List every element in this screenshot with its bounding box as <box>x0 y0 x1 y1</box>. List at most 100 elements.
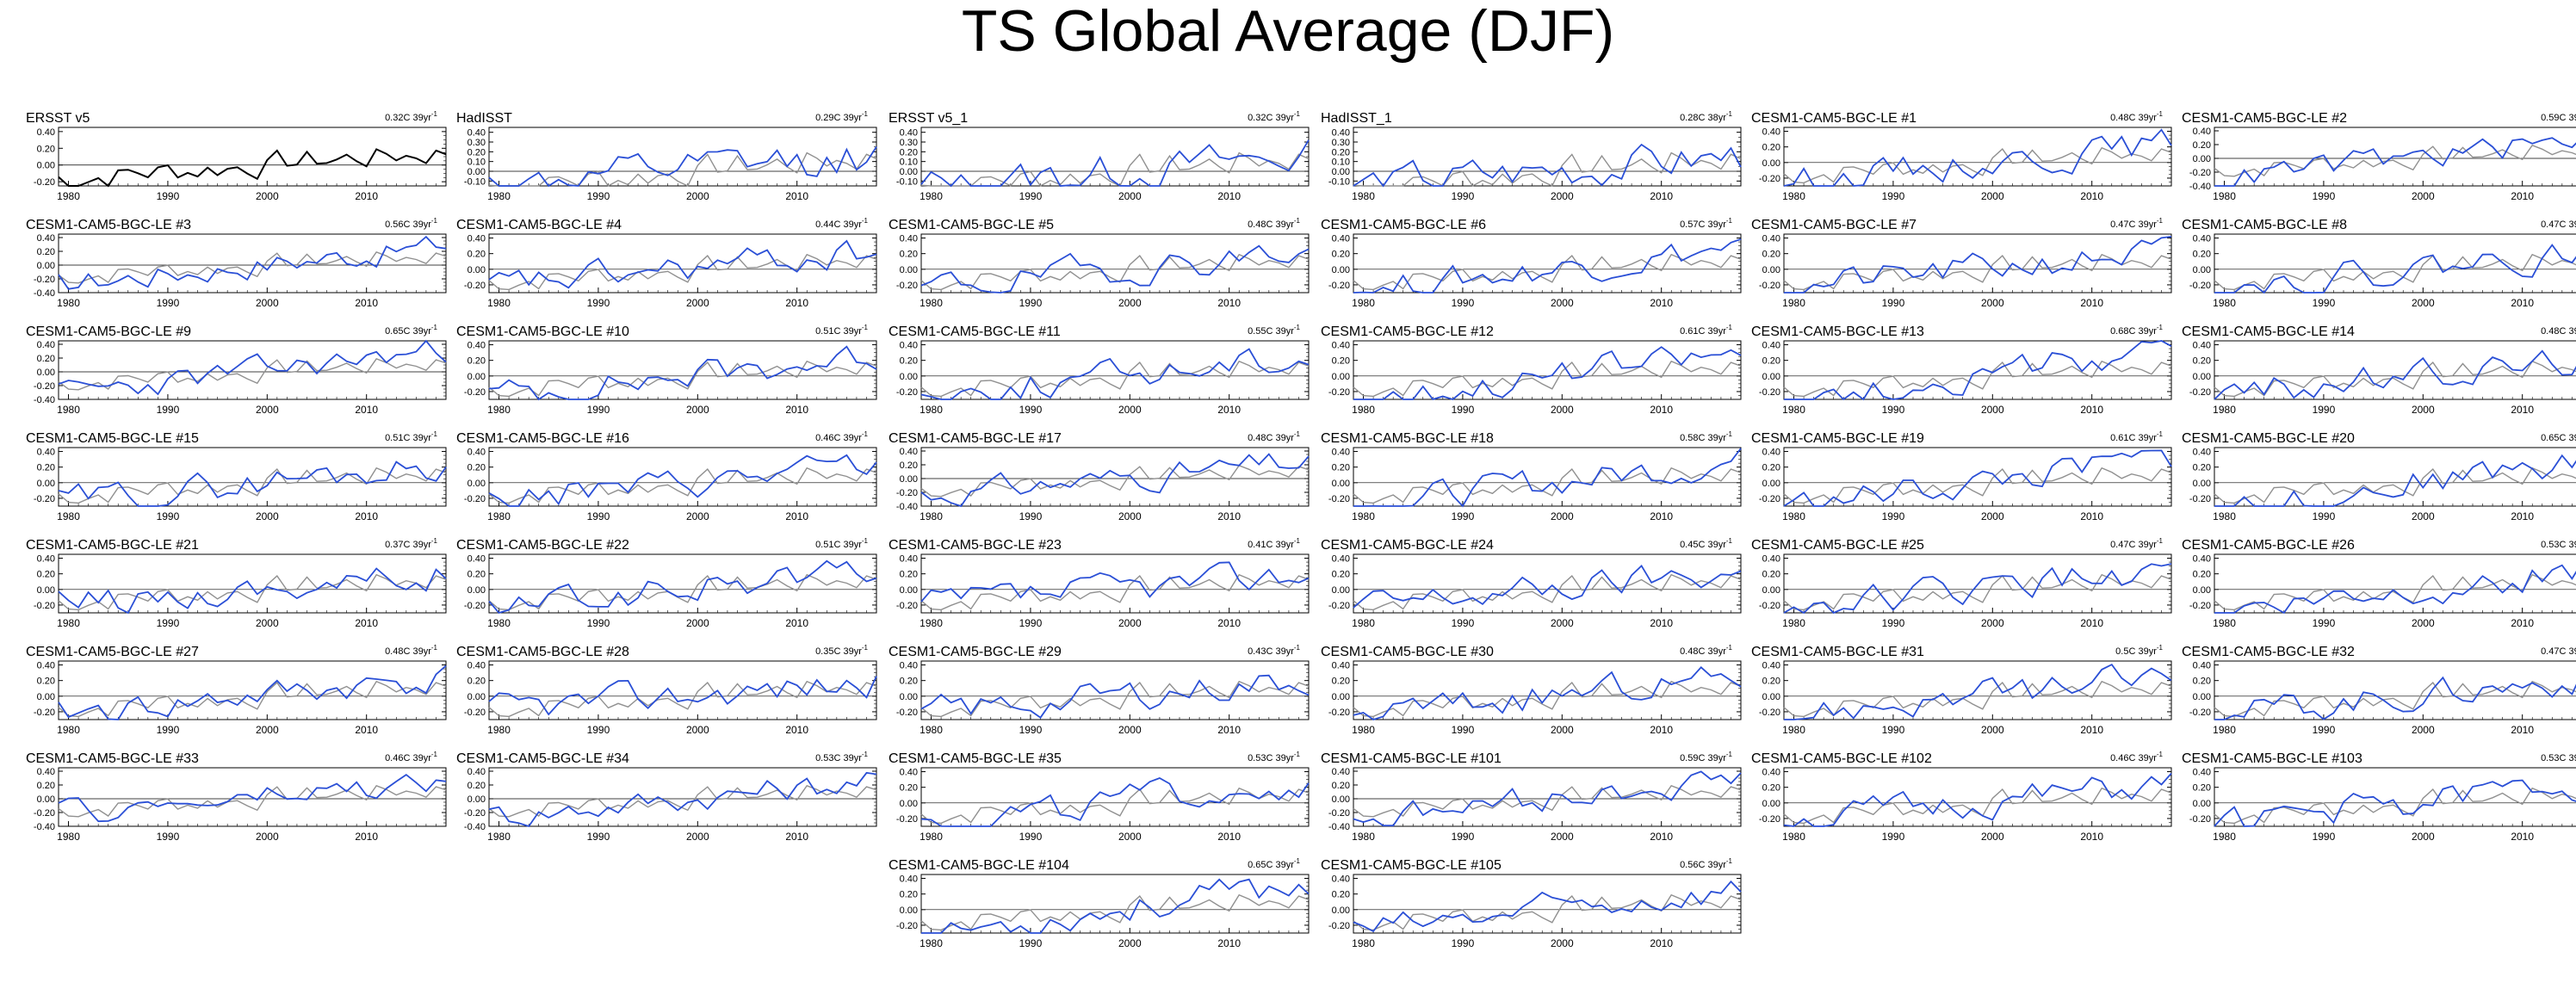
y-tick-label: 0.40 <box>468 234 486 244</box>
y-tick-label: 0.00 <box>900 167 918 177</box>
x-tick-label: 2000 <box>2412 510 2435 522</box>
x-tick-label: 2010 <box>2511 831 2534 843</box>
y-tick-label: 0.40 <box>2193 554 2211 565</box>
panel-trend: 0.48C 39yr-1 <box>2110 110 2163 123</box>
panel-title: CESM1-CAM5-BGC-LE #15 <box>26 431 199 446</box>
panel-24: CESM1-CAM5-BGC-LE #21 0.37C 39yr-1 0.40 0.2… <box>26 537 447 629</box>
panel-trend: 0.53C 39yr-1 <box>2541 537 2576 550</box>
obs-series-line <box>920 573 1310 611</box>
y-tick-label: 0.00 <box>1332 372 1350 382</box>
panel-title: CESM1-CAM5-BGC-LE #101 <box>1321 751 1502 766</box>
panel-40: CESM1-CAM5-BGC-LE #102 0.46C 39yr-1 0.40 0.… <box>1751 751 2172 843</box>
x-tick-label: 2010 <box>355 831 378 843</box>
y-tick-label: 0.00 <box>2193 372 2211 382</box>
obs-series-line <box>488 680 877 718</box>
y-tick-label: 0.40 <box>2193 234 2211 244</box>
y-tick-label: 0.00 <box>1762 585 1780 596</box>
x-tick-label: 1980 <box>2213 404 2236 416</box>
model-series-line <box>1353 448 1742 508</box>
y-tick-label: 0.40 <box>37 767 55 777</box>
x-tick-label: 1990 <box>1019 510 1043 522</box>
y-tick-label: -0.20 <box>464 281 486 291</box>
panel-14: CESM1-CAM5-BGC-LE #11 0.55C 39yr-1 0.40 0.2… <box>889 324 1310 416</box>
panel-trend: 0.57C 39yr-1 <box>1680 217 1732 230</box>
y-tick-label: 0.20 <box>1762 783 1780 794</box>
y-tick-label: 0.20 <box>37 247 55 257</box>
panel-11: CESM1-CAM5-BGC-LE #8 0.47C 39yr-1 0.40 0.20… <box>2182 218 2576 309</box>
y-tick-label: 0.10 <box>900 158 918 168</box>
obs-series-line <box>488 467 877 504</box>
x-tick-label: 2000 <box>686 831 709 843</box>
panel-trend: 0.68C 39yr-1 <box>2110 324 2163 337</box>
x-tick-label: 1990 <box>1019 404 1043 416</box>
obs-series-line <box>1353 151 1742 187</box>
x-tick-label: 2010 <box>1650 297 1673 309</box>
model-series-line <box>1353 770 1742 827</box>
panel-title: CESM1-CAM5-BGC-LE #8 <box>2182 218 2347 232</box>
obs-series-line <box>2214 360 2576 398</box>
x-tick-label: 2010 <box>785 190 808 202</box>
obs-series-line <box>58 680 447 718</box>
x-tick-label: 1980 <box>1352 937 1375 949</box>
x-tick-label: 1980 <box>57 831 80 843</box>
panel-trend: 0.51C 39yr-1 <box>815 537 868 550</box>
model-series-line <box>58 235 447 290</box>
y-tick-label: 0.00 <box>1762 692 1780 702</box>
panel-27: CESM1-CAM5-BGC-LE #24 0.45C 39yr-1 0.40 0.2… <box>1321 537 1742 629</box>
x-tick-label: 1990 <box>1452 297 1475 309</box>
model-series-line <box>1353 346 1742 400</box>
x-tick-label: 1990 <box>1882 190 1905 202</box>
x-tick-label: 1980 <box>2213 510 2236 522</box>
x-tick-label: 1980 <box>57 510 80 522</box>
model-series-line <box>920 777 1310 827</box>
x-tick-label: 1990 <box>1452 404 1475 416</box>
x-tick-label: 2010 <box>2080 190 2103 202</box>
panel-18: CESM1-CAM5-BGC-LE #15 0.51C 39yr-1 0.40 0.2… <box>26 430 447 522</box>
obs-series-line <box>488 573 877 611</box>
panel-title: CESM1-CAM5-BGC-LE #34 <box>456 751 629 766</box>
x-tick-label: 1980 <box>1782 831 1805 843</box>
x-tick-label: 2010 <box>355 297 378 309</box>
x-tick-label: 1980 <box>487 831 511 843</box>
y-tick-label: 0.20 <box>1332 356 1350 367</box>
y-tick-label: 0.00 <box>468 167 486 177</box>
x-tick-label: 1990 <box>1882 831 1905 843</box>
model-series-line <box>1784 236 2172 294</box>
panel-trend: 0.48C 39yr-1 <box>2541 324 2576 337</box>
y-tick-label: 0.40 <box>37 127 55 138</box>
model-series-line <box>920 674 1310 719</box>
x-tick-label: 1990 <box>587 617 610 629</box>
y-tick-label: -0.20 <box>2189 494 2211 504</box>
panel-trend: 0.55C 39yr-1 <box>1248 324 1300 337</box>
plot-frame <box>920 553 1310 614</box>
model-series-line <box>2214 137 2576 187</box>
x-tick-label: 2000 <box>1551 937 1574 949</box>
y-tick-label: -0.20 <box>464 601 486 611</box>
model-series-line <box>58 773 447 823</box>
panel-28: CESM1-CAM5-BGC-LE #25 0.47C 39yr-1 0.40 0.2… <box>1751 537 2172 629</box>
y-tick-label: 0.40 <box>468 554 486 565</box>
x-tick-label: 1980 <box>920 724 943 736</box>
plot-frame <box>488 553 877 614</box>
x-tick-label: 2000 <box>1981 831 2004 843</box>
y-tick-label: 0.00 <box>468 265 486 275</box>
model-series-line <box>58 339 447 396</box>
panel-title: CESM1-CAM5-BGC-LE #35 <box>889 751 1062 766</box>
x-tick-label: 2010 <box>785 404 808 416</box>
panel-trend: 0.65C 39yr-1 <box>2541 430 2576 443</box>
panel-2: ERSST v5_1 0.32C 39yr-1 0.400.300.200.100.… <box>889 110 1310 202</box>
x-tick-label: 2000 <box>1118 937 1142 949</box>
panel-21: CESM1-CAM5-BGC-LE #18 0.58C 39yr-1 0.40 0.2… <box>1321 430 1742 522</box>
plot-frame <box>2214 233 2576 294</box>
y-tick-label: 0.40 <box>900 234 918 244</box>
y-tick-label: 0.00 <box>37 368 55 378</box>
y-tick-label: 0.00 <box>2193 799 2211 809</box>
y-tick-label: 0.40 <box>468 448 486 458</box>
y-tick-label: 0.40 <box>900 874 918 885</box>
model-series-line <box>1783 563 2172 615</box>
plot-frame <box>488 447 877 507</box>
y-tick-label: 0.20 <box>900 460 918 471</box>
y-tick-label: 0.00 <box>468 794 486 805</box>
x-tick-label: 1990 <box>587 510 610 522</box>
y-tick-label: 0.00 <box>37 692 55 702</box>
